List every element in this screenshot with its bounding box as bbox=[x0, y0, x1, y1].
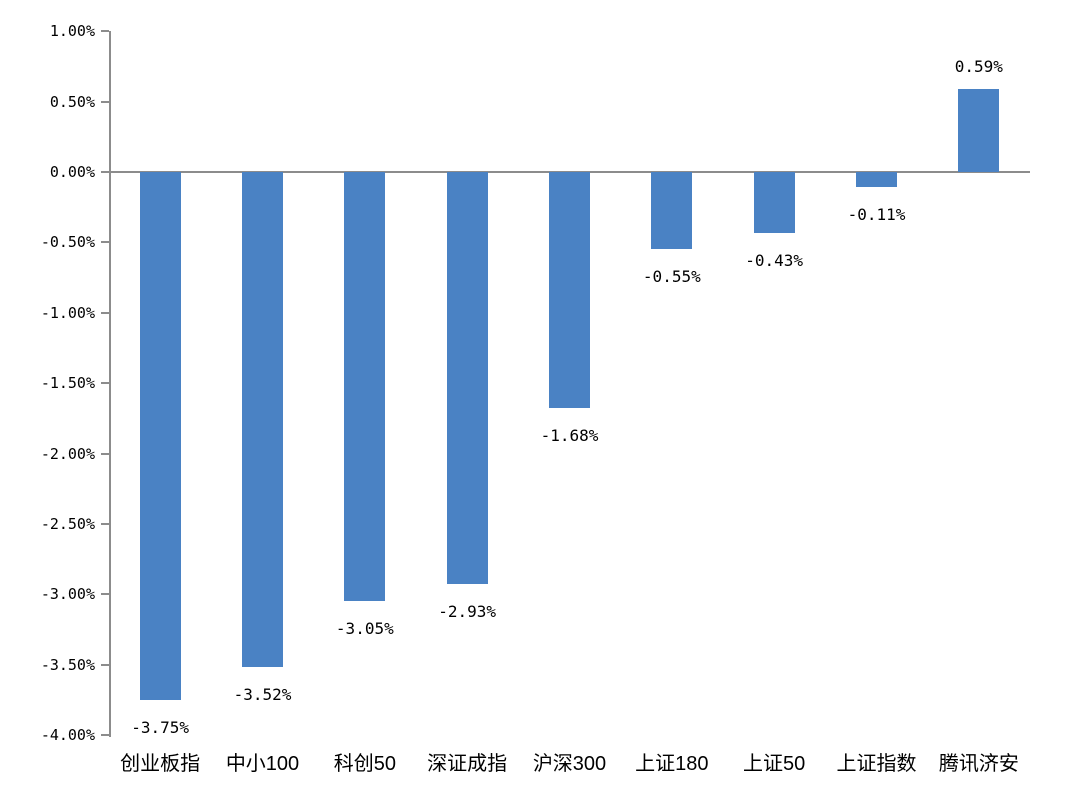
y-axis-tick-label: -2.00% bbox=[40, 444, 95, 463]
bar bbox=[242, 172, 283, 668]
y-axis-line bbox=[109, 31, 111, 737]
category-label: 科创50 bbox=[333, 753, 396, 775]
y-axis-tick bbox=[101, 734, 109, 736]
y-axis-tick bbox=[101, 171, 109, 173]
bar bbox=[344, 172, 386, 602]
bar bbox=[446, 172, 488, 585]
y-axis-tick-label: -1.50% bbox=[40, 374, 95, 393]
data-label: -2.93% bbox=[438, 602, 497, 622]
category-label: 创业板指 bbox=[120, 753, 201, 775]
y-axis-tick-label: -2.50% bbox=[40, 514, 95, 533]
data-label: -1.68% bbox=[540, 426, 599, 446]
y-axis-tick bbox=[101, 522, 109, 525]
y-axis-tick-label: -3.00% bbox=[40, 585, 95, 604]
category-label: 上证180 bbox=[635, 753, 709, 775]
y-axis-tick-label: -4.00% bbox=[40, 726, 95, 744]
bar bbox=[958, 88, 1000, 172]
data-label: -0.11% bbox=[847, 205, 906, 225]
y-axis-tick-label: -0.50% bbox=[40, 233, 95, 252]
data-label: -0.55% bbox=[642, 267, 701, 287]
category-label: 上证50 bbox=[743, 753, 806, 775]
bar bbox=[651, 172, 693, 250]
y-axis-tick-label: 0.50% bbox=[49, 92, 95, 111]
data-label: -3.52% bbox=[233, 685, 292, 705]
bar bbox=[139, 172, 181, 700]
data-label: -3.05% bbox=[335, 619, 394, 639]
y-axis-tick bbox=[101, 663, 109, 666]
y-axis-tick bbox=[101, 100, 109, 103]
y-axis-tick bbox=[101, 593, 109, 596]
category-label: 上证指数 bbox=[836, 753, 917, 775]
category-label: 腾讯济安 bbox=[938, 753, 1019, 775]
y-axis-tick-label: 1.00% bbox=[49, 22, 95, 41]
data-label: 0.59% bbox=[954, 56, 1003, 76]
y-axis-tick-label: -3.50% bbox=[40, 655, 95, 674]
y-axis-tick-label: 0.00% bbox=[49, 163, 95, 181]
bar bbox=[549, 172, 590, 409]
y-axis-tick bbox=[101, 241, 109, 244]
y-axis-tick-label: -1.00% bbox=[40, 303, 95, 322]
y-axis-tick bbox=[101, 382, 109, 385]
category-label: 沪深300 bbox=[532, 753, 607, 775]
y-axis-tick bbox=[101, 311, 109, 314]
category-label: 深证成指 bbox=[427, 753, 508, 775]
bar bbox=[856, 172, 897, 188]
category-label: 中小100 bbox=[225, 753, 300, 775]
y-axis-tick bbox=[101, 30, 109, 33]
y-axis-tick bbox=[101, 452, 109, 455]
bar bbox=[753, 172, 795, 233]
data-label: -3.75% bbox=[131, 717, 190, 737]
data-label: -0.43% bbox=[745, 250, 804, 270]
